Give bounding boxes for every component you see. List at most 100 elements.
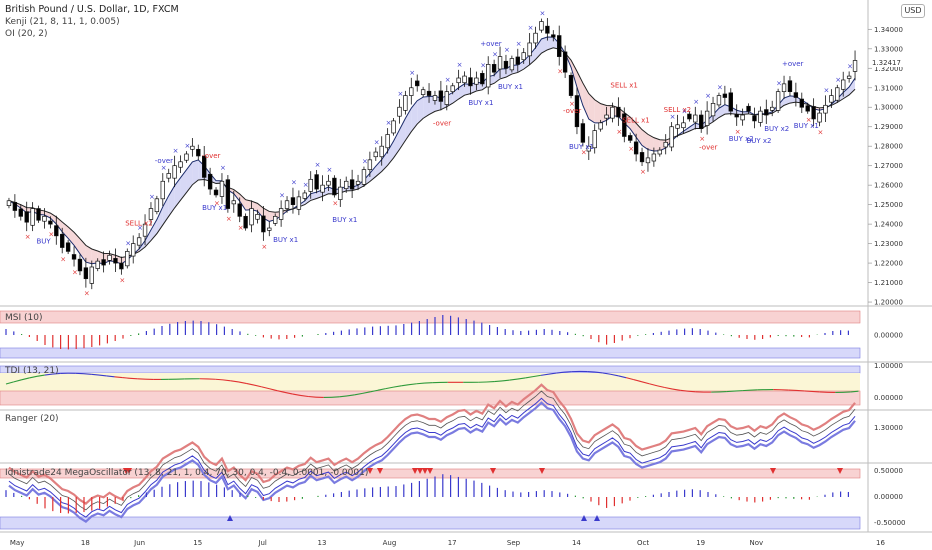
candle-body — [243, 215, 248, 229]
cloud-segment — [50, 213, 57, 224]
tdi-line — [672, 388, 681, 391]
oi-marker: × — [291, 179, 297, 187]
oi-marker: × — [315, 161, 321, 169]
tdi-line — [687, 390, 696, 393]
oi-marker: × — [628, 145, 634, 153]
cloud-segment — [85, 245, 92, 264]
candle-body — [131, 243, 136, 257]
tdi-line — [29, 375, 38, 379]
candle — [645, 147, 651, 172]
tdi-legend[interactable]: TDI (13, 21) — [5, 366, 59, 376]
candle — [639, 147, 645, 166]
cloud-segment — [174, 177, 181, 208]
candle — [740, 108, 745, 126]
candle — [628, 132, 633, 143]
oi-marker: × — [48, 230, 54, 238]
signal-label: BUY x2 — [764, 125, 789, 133]
candle-body — [172, 165, 177, 179]
msi-legend[interactable]: MSI (10) — [5, 313, 43, 323]
candle — [486, 56, 491, 95]
y-tick-label: 1.27000 — [874, 162, 903, 170]
candle-body — [793, 92, 799, 98]
oi-marker: × — [806, 116, 812, 124]
candle — [568, 72, 574, 99]
tdi-line — [625, 377, 634, 381]
candle-body — [77, 258, 83, 272]
candle — [196, 144, 201, 161]
cloud-segment — [642, 129, 648, 150]
candle-body — [83, 267, 89, 280]
candle-body — [681, 122, 686, 129]
candle-body — [391, 120, 396, 134]
oi-marker: × — [374, 138, 380, 146]
tdi-line — [602, 372, 611, 375]
x-tick-label: 17 — [448, 539, 457, 547]
candle-body — [184, 153, 189, 161]
tdi-line — [385, 386, 394, 390]
signal-label: +over — [480, 40, 502, 48]
tdi-line — [122, 377, 131, 379]
mega-legend[interactable]: Idnistrade24 MegaOscillator (13, 8, 21, … — [5, 468, 369, 478]
cloud-segment — [91, 248, 98, 264]
kenji-legend[interactable]: Kenji (21, 8, 11, 1, 0.005) — [5, 17, 120, 27]
candle — [261, 206, 266, 241]
x-tick-label: 16 — [876, 539, 885, 547]
signal-label: -over — [202, 152, 220, 160]
mega-sell-arrow — [422, 468, 428, 474]
oi-legend[interactable]: OI (20, 2) — [5, 29, 48, 39]
candle — [113, 248, 118, 273]
tdi-line — [21, 377, 30, 381]
candle-body — [846, 75, 852, 79]
cloud-segment — [79, 238, 86, 263]
candle-body — [284, 200, 290, 209]
candle-body — [249, 208, 254, 226]
cloud-segment — [464, 83, 471, 96]
oi-marker: × — [409, 69, 415, 77]
candle — [409, 77, 414, 105]
candle-body — [669, 126, 674, 148]
signal-label: SELL x1 — [622, 117, 650, 125]
tdi-line — [610, 373, 619, 377]
tdi-line — [339, 395, 348, 398]
candle — [420, 86, 426, 98]
currency-button[interactable]: USD — [901, 4, 925, 18]
candle — [107, 250, 112, 265]
candle — [166, 168, 171, 183]
tdi-line — [284, 391, 293, 395]
candle-body — [48, 220, 53, 225]
tdi-line — [641, 381, 650, 385]
cloud-segment — [588, 93, 595, 123]
candle-body — [190, 145, 195, 150]
cloud-segment — [180, 169, 187, 201]
candle — [545, 18, 550, 41]
candle — [332, 175, 337, 198]
cloud-segment — [186, 161, 193, 193]
price-pane: × × × × × × × × × × × × × × × × × × × × × × × × × × × × × × × × × × × × × × × ×… — [6, 10, 858, 298]
cloud-segment — [849, 78, 856, 95]
candle — [142, 214, 148, 246]
candle-body — [415, 80, 420, 87]
oi-marker: × — [362, 158, 368, 166]
candle — [539, 18, 544, 33]
cloud-segment — [56, 216, 63, 232]
mega-buy-arrow — [227, 515, 233, 521]
candle-body — [699, 114, 704, 130]
tdi-pane: 1.00000 0.00000 — [5, 362, 903, 402]
oi-marker: × — [445, 76, 451, 84]
candle-body — [113, 258, 118, 264]
signal-label: BUY x2 — [729, 135, 754, 143]
candle-body — [539, 21, 544, 31]
ranger-legend[interactable]: Ranger (20) — [5, 414, 59, 424]
x-tick-label: Aug — [383, 539, 397, 547]
mega-tick-label: 0.50000 — [874, 467, 903, 475]
signal-label: BUY x1 — [273, 236, 298, 244]
candle — [190, 138, 195, 157]
candle — [846, 71, 852, 83]
candle-body — [616, 106, 621, 118]
cloud-segment — [20, 204, 27, 213]
signal-label: BUY x2 — [746, 137, 771, 145]
candle — [799, 92, 804, 114]
candle-body — [693, 114, 698, 123]
candle — [48, 216, 53, 229]
candle — [154, 195, 160, 215]
